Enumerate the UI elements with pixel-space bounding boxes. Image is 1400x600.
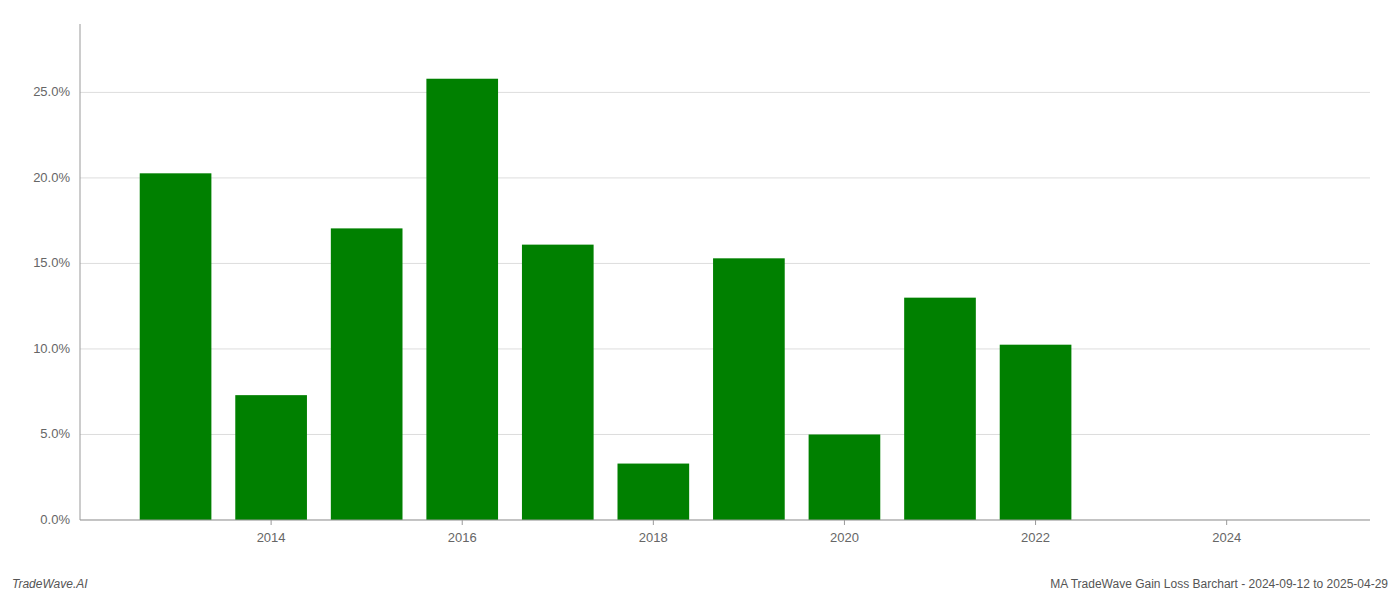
x-tick <box>271 520 272 525</box>
bar <box>809 434 881 520</box>
x-tick <box>653 520 654 525</box>
bar <box>140 173 212 520</box>
chart-svg: 0.0% 5.0% 10.0% 15.0% 20.0% 25.0% 2014 2016 2018… <box>0 0 1400 600</box>
y-tick-label: 10.0% <box>33 341 70 356</box>
bar <box>904 298 976 520</box>
grid-line <box>80 92 1370 93</box>
y-axis-line <box>80 24 81 520</box>
watermark: TradeWave.AI <box>12 577 88 591</box>
y-tick-label: 5.0% <box>40 426 70 441</box>
x-axis-line <box>80 520 1370 521</box>
x-tick <box>1035 520 1036 525</box>
x-axis: 2014 2016 2018 2020 2022 2024 <box>80 520 1370 545</box>
bar <box>426 79 498 520</box>
bar <box>713 258 785 520</box>
bar <box>331 228 403 520</box>
x-tick <box>462 520 463 525</box>
x-tick-label: 2020 <box>830 530 859 545</box>
x-tick-label: 2014 <box>257 530 286 545</box>
y-axis: 0.0% 5.0% 10.0% 15.0% 20.0% 25.0% <box>33 24 80 527</box>
y-tick-label: 0.0% <box>40 512 70 527</box>
bar <box>522 245 594 520</box>
x-tick-label: 2016 <box>448 530 477 545</box>
grid-line <box>80 177 1370 178</box>
bar <box>235 395 307 520</box>
y-tick-label: 25.0% <box>33 84 70 99</box>
x-tick-label: 2018 <box>639 530 668 545</box>
chart-title: MA TradeWave Gain Loss Barchart - 2024-0… <box>1050 577 1388 591</box>
x-tick <box>1226 520 1227 525</box>
grid-line <box>80 520 1370 521</box>
x-tick-label: 2024 <box>1212 530 1241 545</box>
x-tick-label: 2022 <box>1021 530 1050 545</box>
y-grid <box>80 92 1370 520</box>
y-tick-label: 20.0% <box>33 170 70 185</box>
y-tick-label: 15.0% <box>33 255 70 270</box>
x-tick <box>844 520 845 525</box>
bars <box>140 79 1072 520</box>
bar <box>618 464 690 520</box>
bar <box>1000 345 1072 520</box>
chart-container: 0.0% 5.0% 10.0% 15.0% 20.0% 25.0% 2014 2016 2018… <box>0 0 1400 600</box>
